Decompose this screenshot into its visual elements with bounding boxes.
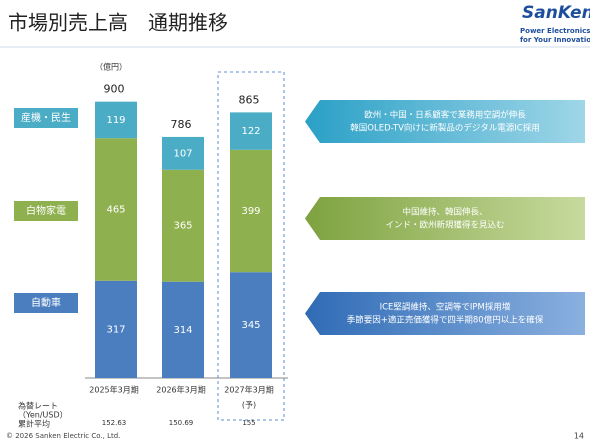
rate-label: 累計平均 bbox=[18, 419, 50, 429]
segment-label: 317 bbox=[106, 324, 125, 335]
bar-segment bbox=[95, 280, 137, 378]
total-label: 865 bbox=[239, 93, 260, 106]
callout-text: インド・欧州新規獲得を見込む bbox=[385, 220, 504, 231]
logo-brand: SanKen bbox=[522, 3, 590, 23]
rate-label: 為替レート bbox=[18, 401, 58, 411]
logo: SanKen Power Electronics for Your Innova… bbox=[520, 3, 590, 44]
x-tick-label: 2027年3月期 bbox=[224, 385, 273, 395]
forecast-frame bbox=[217, 71, 285, 421]
callout-arrow bbox=[305, 292, 585, 335]
callout-text: 欧州・中国・日系顧客で業務用空調が伸長 bbox=[364, 110, 526, 121]
segment-label: 107 bbox=[173, 148, 192, 159]
total-label: 786 bbox=[171, 118, 192, 131]
callout-arrow bbox=[305, 197, 585, 240]
bar-segment bbox=[230, 112, 272, 150]
logo-line: Power Electronics bbox=[520, 27, 590, 35]
bar-segment bbox=[230, 149, 272, 273]
unit-label: （億円） bbox=[95, 62, 127, 72]
callout-text: ICE堅調維持、空調等でIPM採用増 bbox=[380, 302, 511, 313]
rate-value: 150.69 bbox=[169, 419, 194, 427]
segment-label: 465 bbox=[106, 204, 125, 215]
legend-box bbox=[14, 293, 78, 313]
segment-label: 365 bbox=[173, 221, 192, 232]
rate-label: （Yen/USD） bbox=[18, 411, 68, 420]
x-tick-label: 2025年3月期 bbox=[89, 385, 138, 395]
logo-line: for Your Innovation bbox=[520, 36, 590, 44]
page-number: 14 bbox=[574, 432, 584, 441]
legend-label: 自動車 bbox=[31, 296, 61, 309]
callout-text: 韓国OLED-TV向けに新製品のデジタル電源IC採用 bbox=[350, 123, 539, 134]
bar-segment bbox=[95, 138, 137, 281]
rate-value: 155 bbox=[242, 419, 255, 427]
bar-segment bbox=[162, 136, 204, 170]
copyright: © 2026 Sanken Electric Co., Ltd. bbox=[6, 432, 120, 440]
segment-label: 399 bbox=[241, 206, 260, 217]
callout-arrow bbox=[305, 100, 585, 143]
x-tick-label: 2026年3月期 bbox=[156, 385, 205, 395]
segment-label: 119 bbox=[106, 115, 125, 126]
legend-box bbox=[14, 201, 78, 221]
slide-title: 市場別売上高 通期推移 bbox=[8, 11, 228, 35]
bar-segment bbox=[230, 272, 272, 378]
bar-segment bbox=[162, 169, 204, 282]
segment-label: 345 bbox=[241, 320, 260, 331]
segment-label: 122 bbox=[241, 126, 260, 137]
legend-box bbox=[14, 108, 78, 128]
rate-value: 152.63 bbox=[102, 419, 127, 427]
legend-label: 白物家電 bbox=[26, 204, 66, 217]
segment-label: 314 bbox=[173, 325, 192, 336]
callout-text: 中国維持、韓国伸長、 bbox=[402, 207, 487, 218]
callout-text: 季節要因+適正売価獲得で四半期80億円以上を確保 bbox=[347, 315, 544, 326]
bar-segment bbox=[95, 101, 137, 139]
total-label: 900 bbox=[104, 83, 125, 96]
legend-label: 産機・民生 bbox=[21, 111, 71, 124]
bar-segment bbox=[162, 281, 204, 378]
forecast-label: (予) bbox=[242, 401, 256, 410]
